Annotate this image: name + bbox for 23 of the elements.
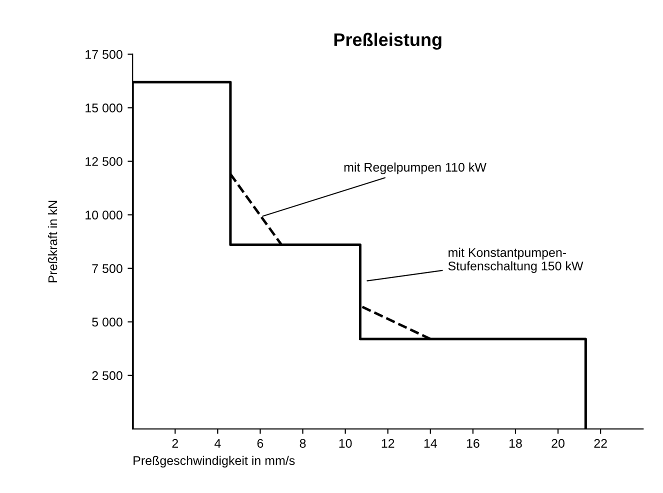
x-tick-label: 22: [594, 438, 607, 448]
x-tick-label: 4: [214, 439, 221, 448]
x-tick-label: 12: [382, 438, 394, 448]
x-tick-label: 10: [339, 438, 352, 448]
y-tick-label: 17 500: [86, 50, 122, 59]
x-tick-label: 6: [257, 438, 264, 448]
y-tick-label: 10 000: [86, 210, 122, 220]
x-tick-label: 16: [466, 438, 480, 448]
y-tick-label: 15 000: [86, 104, 122, 112]
chart-title: Preßleistung: [334, 32, 442, 50]
x-tick-label: 20: [552, 438, 564, 448]
x-tick-label: 18: [509, 438, 522, 448]
y-tick-label: 12 500: [86, 157, 122, 166]
annotation: mit Konstantpumpen- Stufenschaltung 150 kW: [448, 248, 584, 273]
annotation: mit Regelpumpen 110 kW: [344, 162, 486, 174]
x-axis-title: Preßgeschwindigkeit in mm/s: [134, 456, 295, 468]
x-tick-label: 8: [300, 438, 306, 448]
x-tick-label: 14: [424, 439, 437, 448]
y-tick-label: 7 500: [92, 264, 122, 273]
y-axis-title: Preßkraft in kN: [48, 200, 58, 282]
y-tick-label: 2 500: [92, 371, 122, 380]
y-tick-label: 5 000: [92, 318, 122, 327]
x-tick-label: 2: [172, 438, 178, 448]
